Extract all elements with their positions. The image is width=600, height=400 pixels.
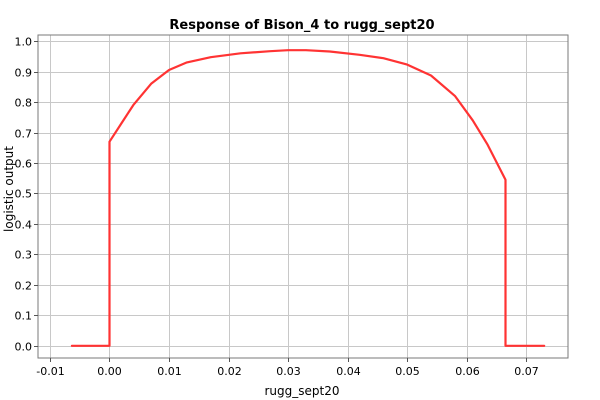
x-tick-label: 0.06: [455, 365, 480, 378]
x-tick-label: 0.01: [157, 365, 182, 378]
x-tick-label: -0.01: [36, 365, 64, 378]
grid-layer: [38, 35, 568, 358]
x-tick-label: 0.05: [395, 365, 420, 378]
y-tick-label: 0.1: [15, 310, 33, 323]
y-tick-label: 0.6: [15, 158, 33, 171]
x-tick-label: 0.07: [514, 365, 539, 378]
x-tick-label: 0.04: [336, 365, 361, 378]
x-tick-label: 0.00: [97, 365, 122, 378]
y-tick-label: 0.5: [15, 188, 33, 201]
y-tick-label: 1.0: [15, 36, 33, 49]
y-tick-label: 0.2: [15, 280, 33, 293]
y-axis-label: logistic output: [2, 146, 16, 232]
y-tick-label: 0.0: [15, 341, 33, 354]
series-layer: [70, 49, 546, 347]
x-tick-label: 0.02: [217, 365, 242, 378]
y-tick-label: 0.7: [15, 128, 33, 141]
y-tick-label: 0.4: [15, 219, 33, 232]
response-curve-line: [70, 49, 546, 347]
tick-layer: -0.01 0.00 0.01 0.02 0.03 0.04 0.05 0.06 0.07 0.0…: [15, 36, 539, 379]
chart-title: Response of Bison_4 to rugg_sept20: [169, 18, 434, 33]
x-axis-label: rugg_sept20: [265, 384, 340, 398]
plot-frame: [37, 34, 569, 359]
y-tick-label: 0.8: [15, 97, 33, 110]
y-tick-label: 0.3: [15, 249, 33, 262]
x-tick-label: 0.03: [276, 365, 301, 378]
y-tick-label: 0.9: [15, 67, 33, 80]
